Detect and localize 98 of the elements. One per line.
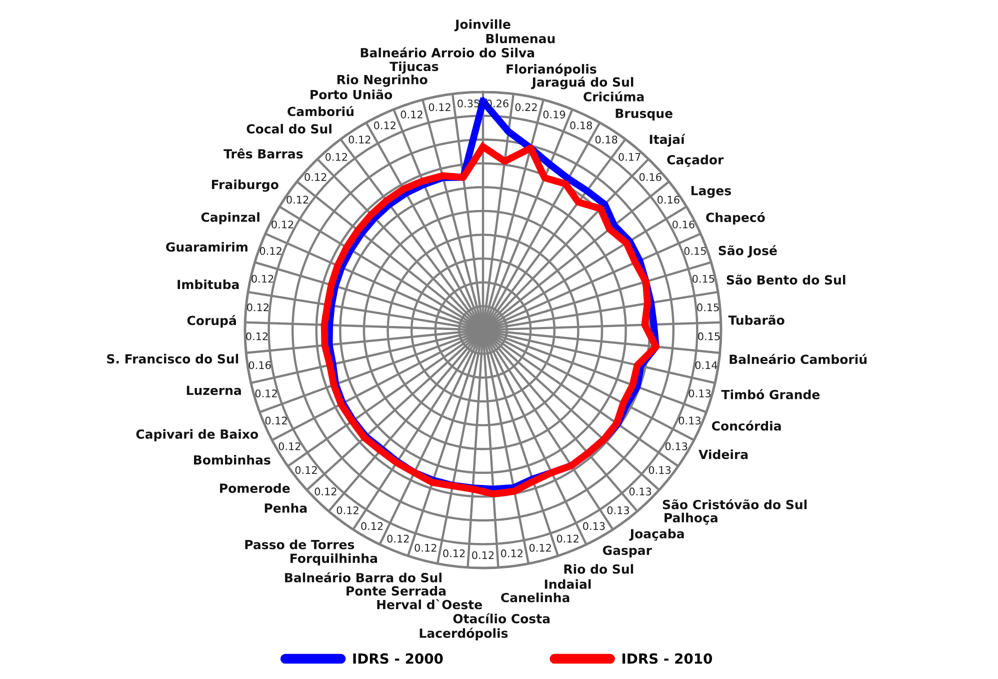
spoke-label: São Cristóvão do Sul: [662, 499, 807, 510]
spoke-label: Blumenau: [486, 34, 555, 44]
text: 0.12: [428, 103, 450, 112]
spoke-label: Fraiburgo: [212, 180, 278, 192]
text: 0.12: [265, 416, 287, 425]
spoke-label: Herval d`Oeste: [377, 599, 482, 610]
spoke-label: Indaial: [544, 579, 591, 589]
text: 0.12: [529, 544, 551, 552]
spoke-label: Penha: [264, 503, 307, 513]
spoke-label: Capivari de Baixo: [136, 429, 258, 442]
text: 0.15: [697, 303, 719, 312]
spoke-label: Luzerna: [186, 386, 241, 396]
spoke-label: Videira: [698, 449, 748, 460]
spoke-label: Gaspar: [602, 546, 652, 558]
spoke-label: Itajaí: [650, 134, 686, 147]
text: 0.16: [672, 220, 694, 228]
text: 0.12: [326, 152, 347, 161]
text: 0.16: [639, 173, 662, 182]
spoke-label: Imbituba: [178, 280, 239, 290]
text: 0.12: [314, 488, 336, 496]
spoke-label: Forquilhinha: [290, 553, 378, 566]
spoke-label: Porto União: [310, 89, 392, 100]
spoke-label: São Bento do Sul: [726, 274, 846, 285]
spoke-label: Balneário Camboriú: [730, 354, 867, 364]
spoke-label: Chapecó: [706, 212, 765, 225]
text: 0.12: [387, 534, 409, 543]
text: 0.12: [400, 110, 422, 118]
text: 0.12: [336, 506, 358, 514]
spoke-label: Capinzal: [201, 212, 260, 224]
spoke-label: S. Francisco do Sul: [107, 354, 238, 364]
text: 0.12: [246, 332, 268, 340]
spoke-label: Timbó Grande: [721, 389, 820, 400]
spoke-label: Balneário Barra do Sul: [285, 572, 442, 582]
spoke-label: Brusque: [616, 108, 672, 121]
text: 0.15: [692, 274, 714, 283]
spoke-label: Corupá: [187, 315, 236, 328]
text: 0.18: [570, 121, 592, 130]
text: 0.14: [695, 361, 718, 370]
text: 0.12: [255, 389, 277, 398]
text: 0.15: [698, 332, 720, 340]
text: 0.13: [678, 416, 701, 425]
text: 0.12: [501, 549, 522, 558]
text: 0.22: [515, 103, 537, 112]
text: 0.13: [583, 522, 605, 530]
spoke-label: Lacerdópolis: [420, 628, 508, 640]
spoke-label: Balneário Arroio do Silva: [360, 47, 534, 58]
text: 0.12: [472, 551, 494, 560]
text: 0.12: [414, 544, 436, 552]
spoke-label: Passo de Torres: [245, 540, 354, 550]
spoke-label: Lages: [691, 186, 731, 198]
spoke-label: Três Barras: [224, 148, 303, 159]
text: 0.12: [348, 136, 370, 144]
text: 0.15: [684, 247, 706, 255]
text: 0.19: [543, 110, 566, 118]
text: 0.18: [595, 136, 618, 144]
spoke-label: Rio do Sul: [564, 564, 634, 574]
text: 0.12: [361, 522, 383, 530]
text: 0.16: [248, 361, 271, 370]
text: 0.12: [374, 121, 396, 130]
spoke-label: Concórdia: [712, 420, 781, 431]
spoke-label: Pomerode: [220, 483, 290, 493]
text: 0.16: [658, 196, 680, 204]
spoke-label: Guaramirim: [166, 242, 248, 252]
legend-label: IDRS - 2010: [622, 653, 712, 664]
legend-label: IDRS - 2000: [353, 653, 443, 664]
spoke-label: Joinville: [454, 19, 510, 32]
spoke-label: Criciúma: [584, 91, 644, 102]
text: 0.12: [247, 303, 268, 312]
text: 0.13: [607, 506, 629, 514]
spoke-label: Joaçaba: [629, 528, 684, 541]
spoke-label: Caçador: [667, 154, 724, 167]
spoke-label: São José: [718, 245, 777, 258]
spoke-label: Rio Negrinho: [337, 74, 428, 87]
spoke-label: Bombinhas: [194, 454, 270, 465]
text: 0.13: [688, 389, 711, 398]
spoke-label: Tubarão: [728, 314, 784, 325]
text: 0.13: [648, 466, 671, 474]
spoke-label: Ponte Serrada: [346, 586, 446, 596]
spoke-label: Otacílio Costa: [453, 613, 550, 624]
text: 0.12: [286, 196, 308, 204]
text: 0.12: [278, 442, 300, 450]
spoke-label: Cocal do Sul: [246, 124, 332, 134]
spoke-label: Canelinha: [501, 592, 570, 602]
text: 0.13: [629, 488, 652, 496]
text: 0.12: [252, 274, 274, 283]
text: 0.13: [665, 442, 688, 450]
text: 0.12: [272, 220, 294, 228]
text: 0.12: [443, 549, 465, 558]
spoke-label: Palhoça: [664, 512, 718, 525]
text: 0.12: [295, 466, 317, 474]
text: 0.17: [618, 152, 640, 161]
spoke-label: Florianópolis: [506, 64, 596, 76]
text: 0.12: [304, 173, 326, 182]
spoke-label: Camboriú: [288, 106, 354, 116]
spoke-label: Tijucas: [390, 61, 438, 74]
text: 0.12: [556, 534, 578, 543]
spoke-label: Jaraguá do Sul: [531, 76, 634, 90]
text: 0.12: [260, 247, 282, 255]
